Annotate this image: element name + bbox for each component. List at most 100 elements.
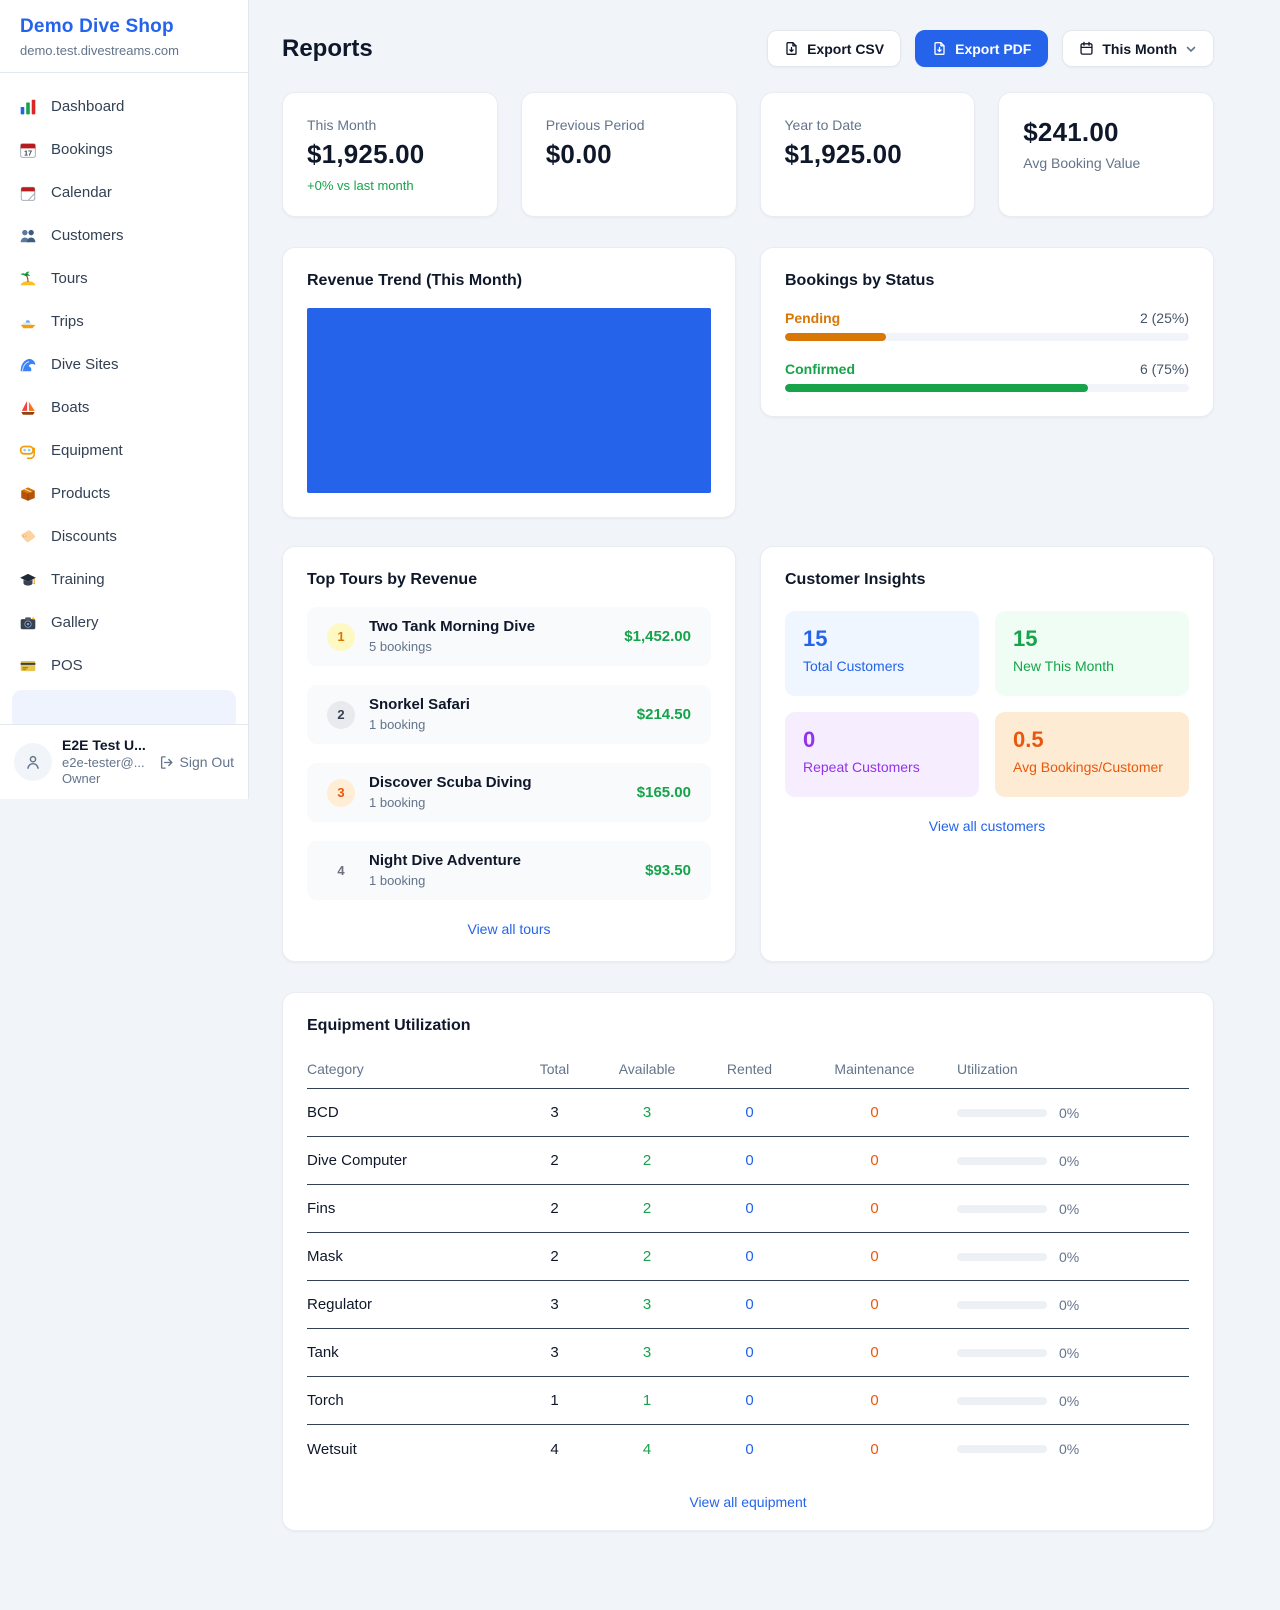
sidebar-item-pos[interactable]: POS [0,644,248,687]
status-bar-track [785,333,1189,341]
person-icon [27,755,39,769]
utilization-percent: 0% [1059,1104,1080,1121]
cell-utilization: 0% [942,1201,1189,1217]
status-row: Confirmed 6 (75%) [785,361,1189,392]
main-content: Reports Export CSV Export PDF This Month… [249,0,1280,1606]
sidebar-item-boats[interactable]: Boats [0,386,248,429]
rank-badge: 3 [327,778,355,807]
sidebar-item-customers[interactable]: Customers [0,214,248,257]
cell-maintenance: 0 [870,1440,879,1458]
column-header-utilization: Utilization [957,1060,1018,1077]
cell-maintenance: 0 [870,1248,879,1265]
cell-maintenance: 0 [870,1200,879,1217]
cell-available: 1 [642,1392,652,1409]
cell-category: Torch [307,1392,344,1409]
wave-icon [18,355,37,374]
stat-value: $1,925.00 [307,139,425,169]
view-all-equipment-link[interactable]: View all equipment [689,1494,807,1510]
stat-delta: +0% vs last month [307,178,414,193]
tour-revenue: $165.00 [636,784,691,801]
export-csv-button[interactable]: Export CSV [767,30,902,67]
period-dropdown[interactable]: This Month [1062,30,1214,67]
avatar [14,743,52,781]
tag-icon [18,527,37,546]
insight-value: 0 [803,727,816,752]
sign-out-label: Sign Out [179,754,234,770]
bar-chart-icon [18,97,37,116]
tour-revenue: $214.50 [636,706,691,723]
calendar-icon [1080,41,1093,55]
utilization-bar [957,1445,1047,1453]
status-line: Pending 2 (25%) [785,310,1189,326]
sidebar-item-calendar[interactable]: Calendar [0,171,248,214]
cell-rented: 0 [745,1440,754,1458]
cell-total: 3 [550,1344,559,1361]
sidebar-item-dive-sites[interactable]: Dive Sites [0,343,248,386]
page-title: Reports [282,34,373,62]
tour-bookings: 1 booking [369,716,426,732]
utilization-bar [957,1204,1047,1213]
sidebar-item-products[interactable]: Products [0,472,248,515]
view-all-customers-link[interactable]: View all customers [928,818,1046,834]
utilization-bar [957,1252,1047,1261]
camera-icon [18,613,37,632]
table-row: Tank 3 3 0 0 0% [307,1329,1189,1377]
sidebar-item-dashboard[interactable]: Dashboard [0,85,248,128]
cell-utilization: 0% [942,1105,1189,1121]
tour-name: Night Dive Adventure [369,852,521,870]
graduation-cap-icon [18,570,37,589]
cell-rented: 0 [745,1152,754,1169]
cell-rented: 0 [745,1104,754,1121]
sidebar-item-label: Calendar [51,184,112,201]
sidebar-header: Demo Dive Shop demo.test.divestreams.com [0,0,248,73]
tour-info: Night Dive Adventure 1 booking [369,851,521,889]
sidebar-item-discounts[interactable]: Discounts [0,515,248,558]
insight-tiles: 15 Total Customers 15 New This Month 0 R… [785,611,1189,797]
sidebar-item-gallery[interactable]: Gallery [0,601,248,644]
utilization-bar [957,1300,1047,1309]
tour-info: Snorkel Safari 1 booking [369,695,470,733]
status-count: 2 (25%) [1139,310,1189,326]
view-all-tours-link[interactable]: View all tours [467,921,551,937]
sidebar-item-trips[interactable]: Trips [0,300,248,343]
user-email: e2e-tester@... [62,754,145,770]
sidebar-item-equipment[interactable]: Equipment [0,429,248,472]
sidebar-item-tours[interactable]: Tours [0,257,248,300]
tour-revenue: $93.50 [645,862,691,879]
cell-total: 2 [550,1248,559,1265]
cell-category: Dive Computer [307,1152,408,1169]
status-list: Pending 2 (25%) Confirmed 6 (75%) [785,310,1189,392]
utilization-percent: 0% [1059,1248,1080,1265]
sidebar-item-bookings[interactable]: 17 Bookings [0,128,248,171]
equipment-table-header: Category Total Available Rented Maintena… [307,1049,1189,1089]
bookings-by-status-card: Bookings by Status Pending 2 (25%) Confi… [760,247,1214,417]
status-label: Confirmed [785,361,855,377]
file-download-icon [934,42,945,55]
bookings-by-status-title: Bookings by Status [785,272,935,289]
stat-label: Avg Booking Value [1023,155,1141,171]
tour-row: 1 Two Tank Morning Dive 5 bookings $1,45… [307,607,711,666]
cell-rented: 0 [745,1200,754,1217]
cell-utilization: 0% [942,1153,1189,1169]
cell-utilization: 0% [942,1393,1189,1409]
sign-out-button[interactable]: Sign Out [159,754,234,770]
tour-name: Two Tank Morning Dive [369,618,536,636]
utilization-percent: 0% [1059,1441,1080,1457]
tour-row: 2 Snorkel Safari 1 booking $214.50 [307,685,711,744]
column-header-category: Category [307,1060,364,1077]
export-pdf-button[interactable]: Export PDF [915,30,1049,67]
user-meta: E2E Test U... e2e-tester@... Owner [62,737,146,787]
insight-label: Avg Bookings/Customer [1013,759,1163,775]
rank-badge: 4 [337,863,345,878]
cell-category: Fins [307,1200,336,1217]
sidebar-item-training[interactable]: Training [0,558,248,601]
tour-info: Discover Scuba Diving 1 booking [369,773,532,811]
sidebar-item-active-partial[interactable] [12,690,236,724]
cell-available: 2 [642,1200,652,1217]
column-header-rented: Rented [726,1060,773,1077]
cell-total: 2 [550,1200,559,1217]
credit-card-icon [18,656,37,675]
chevron-down-icon [1186,46,1196,52]
rank-badge: 2 [327,700,355,729]
page-header: Reports Export CSV Export PDF This Month [282,30,1214,67]
